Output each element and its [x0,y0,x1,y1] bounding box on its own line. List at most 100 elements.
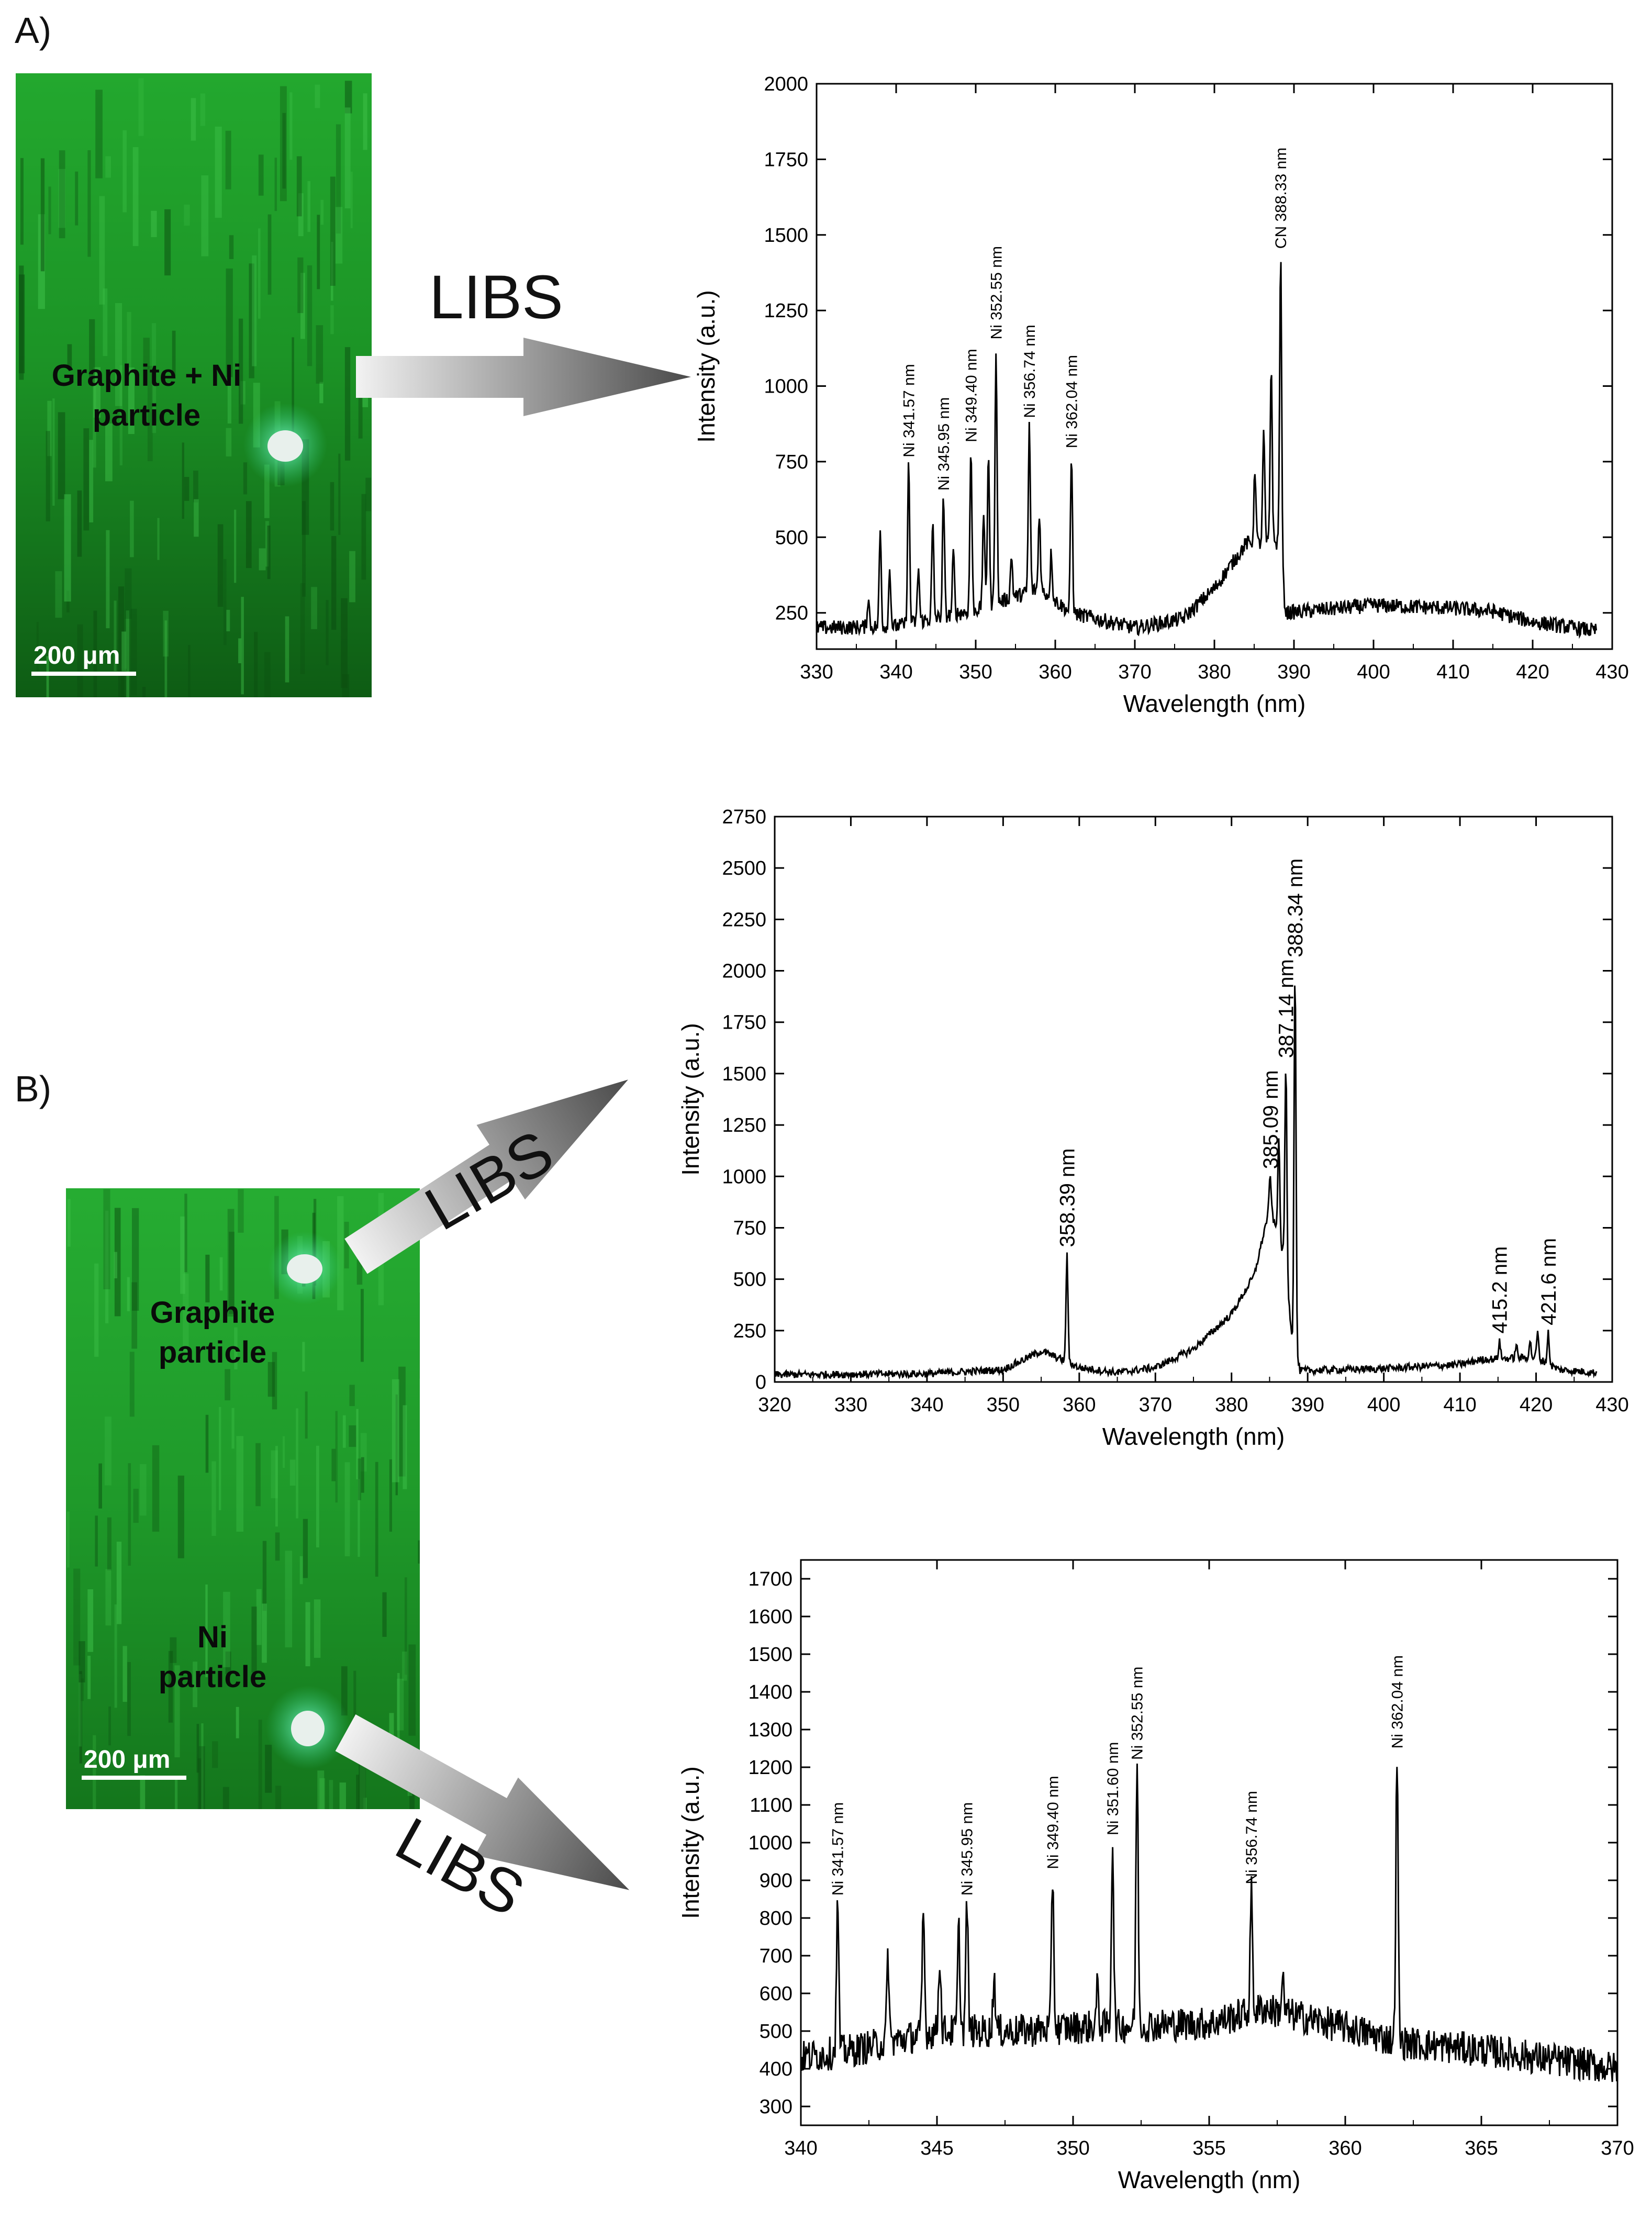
y-tick-label: 1000 [722,1166,766,1188]
x-tick-label: 320 [758,1394,791,1416]
y-tick-label: 1200 [748,1757,792,1779]
x-axis-label: Wavelength (nm) [1123,690,1306,717]
x-tick-label: 380 [1198,661,1231,683]
y-tick-label: 2750 [722,806,766,828]
y-tick-label: 1500 [722,1063,766,1085]
x-tick-label: 340 [784,2137,817,2159]
peak-annotation: 385.09 nm [1259,1070,1282,1169]
micrograph-b: Graphite particle Ni particle 200 μm [66,1188,420,1809]
x-tick-label: 370 [1139,1394,1172,1416]
x-tick-label: 360 [1329,2137,1361,2159]
x-tick-label: 360 [1039,661,1071,683]
y-axis-label: Intensity (a.u.) [693,290,720,442]
x-tick-label: 380 [1215,1394,1248,1416]
peak-annotation: 415.2 nm [1489,1246,1512,1334]
micrograph-a-scalebar [31,672,136,676]
y-tick-label: 1600 [748,1606,792,1628]
x-tick-label: 420 [1520,1394,1553,1416]
y-axis-label: Intensity (a.u.) [677,1023,704,1175]
x-axis-label: Wavelength (nm) [1118,2166,1301,2193]
peak-annotation: 421.6 nm [1537,1238,1560,1325]
y-tick-label: 500 [760,2021,792,2043]
micrograph-b-graphite-label: Graphite particle [134,1293,291,1373]
y-tick-label: 1750 [722,1012,766,1034]
micrograph-a-label-line1: Graphite + Ni [51,359,242,393]
y-tick-label: 600 [760,1983,792,2005]
x-tick-label: 350 [959,661,992,683]
y-tick-label: 250 [733,1320,766,1342]
y-tick-label: 300 [760,2096,792,2118]
peak-annotation: 388.34 nm [1284,858,1307,957]
x-tick-label: 330 [800,661,833,683]
spectrum-chart-a: 330 340 350 360 370 380 390 400 410 420 430 250 500 7… [693,73,1629,717]
peak-annotation: Ni 356.74 nm [1021,325,1039,418]
peak-annotation: Ni 362.04 nm [1064,355,1081,448]
y-tick-label: 1100 [750,1794,792,1816]
x-tick-label: 390 [1291,1394,1324,1416]
peak-annotation: Ni 349.40 nm [1045,1776,1062,1869]
x-tick-label: 390 [1277,661,1310,683]
libs-label-b-bottom: LIBS [385,1804,535,1930]
y-tick-label: 800 [760,1908,792,1930]
y-tick-label: 2000 [764,73,808,95]
libs-label-a: LIBS [429,263,563,332]
y-tick-label: 750 [733,1217,766,1239]
x-tick-label: 340 [910,1394,943,1416]
x-tick-label: 350 [987,1394,1020,1416]
plot-frame [816,83,1613,650]
peak-annotation: Ni 356.74 nm [1243,1791,1260,1884]
micrograph-a-label-line2: particle [92,398,201,432]
micrograph-b-scalebar-text: 200 μm [84,1746,171,1774]
x-tick-label: 340 [879,661,912,683]
y-tick-label: 1400 [748,1681,792,1703]
panel-label-b: B) [15,1068,51,1109]
x-axis-label: Wavelength (nm) [1102,1423,1285,1450]
y-tick-label: 1500 [748,1644,792,1666]
spectrum-chart-b-ni: 340 345 350 355 360 365 370 300 400 500 600 700 800 9… [677,1559,1634,2193]
peak-annotation: CN 388.33 nm [1273,148,1290,249]
micrograph-a: Graphite + Ni particle 200 μm [16,73,372,697]
spectrum-line [774,985,1598,1380]
x-tick-label: 345 [920,2137,953,2159]
micrograph-a-scalebar-text: 200 μm [34,642,120,670]
x-tick-label: 370 [1601,2137,1634,2159]
x-tick-label: 400 [1367,1394,1400,1416]
spectrum-line [816,262,1598,639]
micrograph-b-scalebar [82,1776,186,1780]
x-tick-label: 370 [1118,661,1151,683]
micrograph-b-ni-label: Ni particle [134,1618,291,1697]
x-tick-label: 430 [1595,661,1628,683]
peak-annotation: Ni 352.55 nm [1129,1667,1146,1760]
spectrum-chart-b-graphite: 320 330 340 350 360 370 380 390 400 410 420 430 0 250… [677,806,1629,1450]
peak-annotation: 387.14 nm [1275,959,1298,1058]
y-tick-label: 0 [755,1371,766,1393]
x-tick-label: 355 [1192,2137,1225,2159]
peak-annotation: Ni 341.57 nm [830,1802,847,1895]
peak-annotation: Ni 349.40 nm [963,349,980,442]
x-tick-label: 350 [1056,2137,1089,2159]
y-tick-label: 250 [775,603,808,625]
peak-annotation: Ni 345.95 nm [935,397,953,490]
y-tick-label: 2000 [722,961,766,983]
y-axis-label: Intensity (a.u.) [677,1766,704,1919]
y-tick-label: 1500 [764,225,808,247]
y-tick-label: 700 [760,1945,792,1967]
peak-annotation: Ni 351.60 nm [1104,1742,1122,1835]
arrow-a [356,338,691,416]
y-tick-label: 500 [733,1269,766,1291]
peak-annotation: Ni 362.04 nm [1389,1655,1406,1748]
x-tick-label: 330 [834,1394,867,1416]
y-tick-label: 1000 [748,1832,792,1854]
panel-label-a: A) [15,10,51,51]
y-tick-label: 1250 [722,1114,766,1136]
x-tick-label: 365 [1465,2137,1498,2159]
micrograph-b-ni-line1: Ni [197,1620,228,1654]
y-tick-label: 1250 [764,300,808,322]
y-tick-label: 500 [775,527,808,549]
micrograph-b-ni-line2: particle [158,1660,267,1694]
y-tick-label: 900 [760,1870,792,1892]
x-tick-label: 360 [1063,1394,1096,1416]
micrograph-b-graphite-line2: particle [158,1335,267,1369]
micrograph-b-texture [66,1188,420,1809]
x-tick-label: 410 [1436,661,1469,683]
